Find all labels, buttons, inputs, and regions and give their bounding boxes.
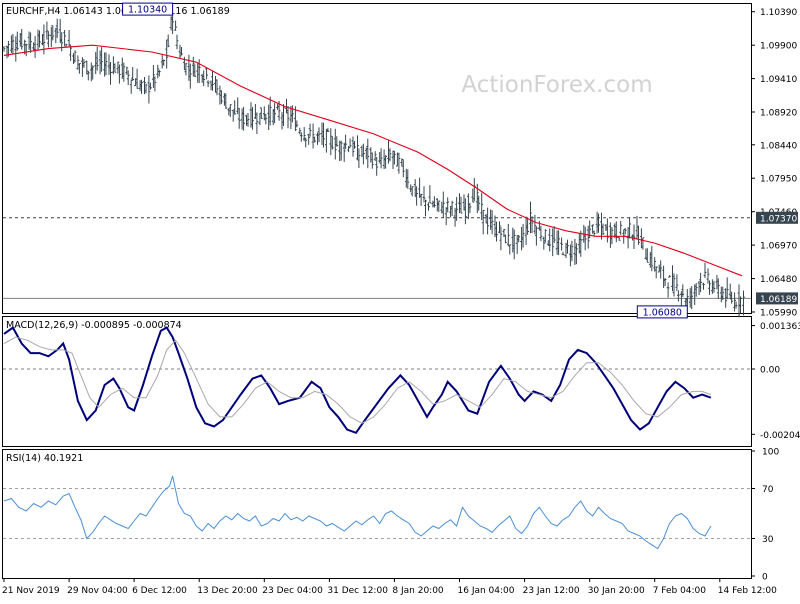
price-annotation: 1.10340 xyxy=(122,2,174,16)
time-tick-label: 13 Dec 20:00 xyxy=(197,586,258,596)
macd-tick-label: -0.002046 xyxy=(760,431,800,441)
price-annotation: 1.06080 xyxy=(636,305,688,319)
price-tick-label: 1.09410 xyxy=(760,75,797,85)
watermark-text: ActionForex.com xyxy=(461,72,652,98)
price-levels xyxy=(3,217,751,299)
macd-tick-label: 0.001363 xyxy=(760,322,800,332)
time-tick-label: 23 Dec 04:00 xyxy=(262,586,323,596)
level-price-label: 1.06189 xyxy=(760,295,797,305)
macd-panel-title: MACD(12,26,9) -0.000895 -0.000874 xyxy=(6,320,182,331)
level-price-box xyxy=(756,292,798,305)
macd-axis: 0.001363 0.00 -0.002046 xyxy=(751,322,800,441)
time-tick-label: 7 Feb 04:00 xyxy=(653,586,707,596)
signal-line xyxy=(3,336,712,424)
price-tick-label: 1.09900 xyxy=(760,42,797,52)
level-price-box xyxy=(756,211,798,224)
moving-average xyxy=(3,44,743,277)
annotation-box xyxy=(636,305,688,319)
time-tick-label: 6 Dec 12:00 xyxy=(132,586,187,596)
rsi-panel-frame xyxy=(2,449,752,579)
macd-lines xyxy=(3,326,712,434)
price-tick-label: 1.07950 xyxy=(760,175,797,185)
price-tick-label: 1.08920 xyxy=(760,109,797,119)
price-panel-frame xyxy=(2,3,752,314)
rsi-tick-label: 100 xyxy=(762,448,779,458)
annotation-box xyxy=(122,2,174,16)
time-tick-label: 30 Jan 20:00 xyxy=(588,586,645,596)
time-tick-label: 29 Nov 04:00 xyxy=(67,586,128,596)
time-tick-label: 16 Jan 04:00 xyxy=(458,586,515,596)
price-bars xyxy=(2,13,745,318)
rsi-line xyxy=(3,475,712,550)
time-tick-label: 14 Feb 12:00 xyxy=(718,586,777,596)
price-tick-label: 1.10390 xyxy=(760,8,797,18)
annotation-label: 1.10340 xyxy=(128,5,167,16)
price-tick-label: 1.05990 xyxy=(760,309,797,319)
time-tick-label: 8 Jan 20:00 xyxy=(392,586,444,596)
price-tick-label: 1.08440 xyxy=(760,141,797,151)
time-tick-label: 31 Dec 12:00 xyxy=(327,586,388,596)
time-tick-label: 23 Jan 12:00 xyxy=(523,586,580,596)
price-annotations: 1.10340 1.06080 xyxy=(122,2,688,319)
time-tick-label: 21 Nov 2019 xyxy=(2,586,60,596)
time-axis: 21 Nov 2019 29 Nov 04:00 6 Dec 12:00 13 Dec… xyxy=(2,578,777,596)
rsi-axis: 100 70 30 0 xyxy=(751,448,779,583)
macd-line xyxy=(3,326,712,434)
price-tick-label: 1.06970 xyxy=(760,242,797,252)
rsi-line xyxy=(3,475,712,550)
level-price-label: 1.07370 xyxy=(760,214,797,224)
rsi-tick-label: 30 xyxy=(762,535,774,545)
moving-average-line xyxy=(3,44,743,277)
rsi-level-lines xyxy=(3,488,751,539)
rsi-tick-label: 0 xyxy=(762,573,768,583)
annotation-label: 1.06080 xyxy=(643,307,682,318)
price-tick-label: 1.06480 xyxy=(760,275,797,285)
price-axis: 1.10390 1.09900 1.09410 1.08920 1.08440 1.079… xyxy=(751,8,798,319)
macd-panel-frame xyxy=(2,316,752,447)
rsi-panel-title: RSI(14) 40.1921 xyxy=(6,453,83,464)
macd-tick-label: 0.00 xyxy=(760,366,780,376)
price-panel-title: EURCHF,H4 1.06143 1.06220 1.06116 1.0618… xyxy=(6,6,230,17)
rsi-tick-label: 70 xyxy=(762,485,774,495)
